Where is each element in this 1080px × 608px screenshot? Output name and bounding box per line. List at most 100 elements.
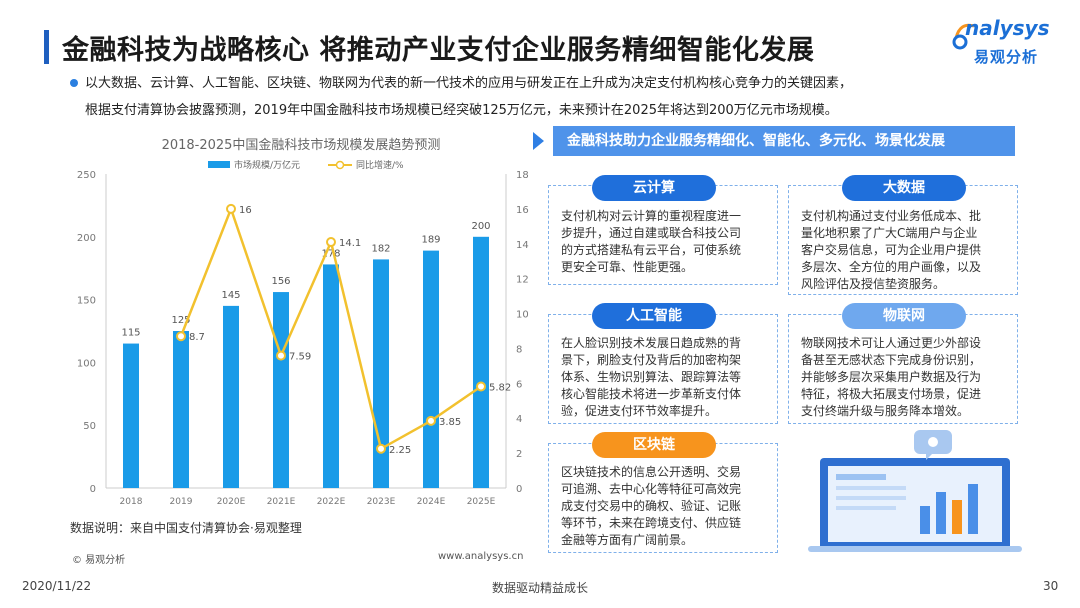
copyright-text: © 易观分析: [72, 555, 126, 566]
bar-value-label: 115: [121, 328, 140, 339]
card-text-line: 风险评估及授信垫资服务。: [801, 277, 946, 291]
x-tick-label: 2023E: [367, 497, 396, 507]
growth-value-label: 3.85: [439, 417, 461, 428]
site-url[interactable]: www.analysys.cn: [438, 551, 524, 562]
card-text-line: 步提升，通过自建或联合科技公司: [561, 226, 742, 240]
growth-value-label: 8.7: [189, 332, 205, 343]
y-tick-right: 10: [516, 310, 529, 321]
bar-value-label: 182: [371, 243, 390, 254]
y-tick-right: 6: [516, 379, 522, 390]
y-tick-right: 8: [516, 344, 522, 355]
card-text-cloud: 支付机构对云计算的重视程度进一 步提升，通过自建或联合科技公司 的方式搭建私有云平台…: [561, 208, 771, 276]
card-text-line: 等环节，未来在跨境支付、供应链: [561, 516, 742, 530]
growth-value-label: 16: [239, 205, 252, 216]
bar: [423, 250, 439, 488]
logo-cn-text: 易观分析: [974, 48, 1039, 66]
market-size-chart: 2018-2025中国金融科技市场规模发展趋势预测 市场规模/万亿元 同比增速/%…: [77, 137, 529, 507]
card-text-line: 特征，将极大拓展支付场景，促进: [801, 387, 982, 401]
growth-point: [376, 443, 386, 454]
y-tick-right: 4: [516, 414, 522, 425]
card-text-line: 支付机构通过支付业务低成本、批: [801, 209, 982, 223]
card-text-ai: 在人脸识别技术发展日趋成熟的背 景下，刷脸支付及背后的加密构架 体系、生物识别算法、…: [561, 335, 775, 420]
y-tick-right: 12: [516, 275, 529, 286]
data-source-note: 数据说明：来自中国支付清算协会·易观整理: [70, 521, 302, 535]
bar: [173, 331, 189, 488]
card-text-line: 支付终端升级与服务降本增效。: [801, 404, 970, 418]
bar: [123, 343, 139, 488]
legend-label-line: 同比增速/%: [356, 159, 404, 171]
growth-point: [176, 331, 186, 342]
growth-value-label: 14.1: [339, 238, 361, 249]
card-text-line: 更安全可靠、性能更强。: [561, 260, 694, 274]
growth-point: [276, 350, 286, 361]
analysys-logo-icon: [952, 23, 975, 50]
card-text-blockchain: 区块链技术的信息公开透明、交易 可追溯、去中心化等特征可高效完 成支付交易中的确权、…: [561, 464, 775, 549]
bar-value-label: 178: [321, 248, 340, 259]
bar-value-label: 189: [421, 235, 440, 246]
y-tick-left: 150: [77, 296, 96, 307]
growth-value-label: 7.59: [289, 352, 311, 363]
card-text-line: 成支付交易中的确权、验证、记账: [561, 499, 742, 513]
x-tick-label: 2018: [120, 497, 143, 507]
x-tick-label: 2020E: [217, 497, 246, 507]
card-label-cloud: 云计算: [592, 175, 716, 201]
x-tick-label: 2022E: [317, 497, 346, 507]
y-tick-left: 50: [83, 421, 96, 432]
legend-label-bar: 市场规模/万亿元: [234, 159, 300, 171]
y-tick-left: 100: [77, 358, 96, 369]
legend-marker-line: [335, 160, 345, 170]
intro-line-1: 以大数据、云计算、人工智能、区块链、物联网为代表的新一代技术的应用与研发正在上升…: [85, 76, 853, 91]
card-text-line: 的方式搭建私有云平台，可使系统: [561, 243, 742, 257]
card-text-line: 验，促进支付环节效率提升。: [561, 404, 718, 418]
y-tick-right: 14: [516, 240, 529, 251]
page-title: 金融科技为战略核心 将推动产业支付企业服务精细智能化发展: [62, 35, 815, 66]
card-text-line: 物联网技术可让人通过更少外部设: [801, 336, 982, 350]
growth-value-label: 5.82: [489, 382, 511, 393]
legend-swatch-bar: [208, 161, 230, 168]
y-tick-right: 0: [516, 484, 522, 495]
card-text-line: 体系、生物识别算法、跟踪算法等: [561, 370, 742, 384]
title-accent-bar: [44, 30, 49, 64]
growth-point: [426, 415, 436, 426]
card-text-line: 可追溯、去中心化等特征可高效完: [561, 482, 742, 496]
x-tick-label: 2021E: [267, 497, 296, 507]
y-tick-right: 18: [516, 170, 529, 181]
x-tick-label: 2025E: [467, 497, 496, 507]
banner-arrow-icon: [533, 132, 544, 150]
growth-point: [476, 381, 486, 392]
bar-value-label: 156: [271, 276, 290, 287]
chart-plot-area: 0 50 100 150 200 250 0 2 4 6 8 10 12 14 16 18 115 2018 125…: [77, 170, 529, 507]
card-label-ai: 人工智能: [592, 303, 716, 329]
card-text-line: 金融等方面有广阔前景。: [561, 533, 694, 547]
chart-title: 2018-2025中国金融科技市场规模发展趋势预测: [162, 137, 441, 153]
card-text-line: 备甚至无感状态下完成身份识别，: [801, 353, 982, 367]
card-label-iot: 物联网: [842, 303, 966, 329]
bar: [473, 236, 489, 488]
x-tick-label: 2019: [170, 497, 193, 507]
logo-wordmark: nalysys: [965, 16, 1050, 40]
y-tick-right: 2: [516, 449, 522, 460]
chart-legend: 市场规模/万亿元 同比增速/%: [208, 159, 404, 171]
y-tick-right: 16: [516, 205, 529, 216]
bar-value-label: 145: [221, 290, 240, 301]
card-text-line: 客户交易信息，可为企业用户提供: [801, 243, 982, 257]
growth-point: [226, 203, 236, 214]
card-text-line: 景下，刷脸支付及背后的加密构架: [561, 353, 742, 367]
card-label-bigdata: 大数据: [842, 175, 966, 201]
card-text-line: 支付机构对云计算的重视程度进一: [561, 209, 742, 223]
footer-date: 2020/11/22: [22, 579, 92, 593]
y-tick-left: 200: [77, 233, 96, 244]
bar: [323, 264, 339, 488]
card-label-blockchain: 区块链: [592, 432, 716, 458]
card-text-line: 多层次、全方位的用户画像，以及: [801, 260, 982, 274]
bar: [273, 292, 289, 488]
growth-point: [326, 237, 336, 248]
bar: [223, 305, 239, 488]
card-text-line: 区块链技术的信息公开透明、交易: [561, 465, 742, 479]
y-tick-left: 0: [90, 484, 96, 495]
bullet-dot-icon: [70, 79, 78, 87]
footer-slogan: 数据驱动精益成长: [492, 581, 589, 595]
card-text-iot: 物联网技术可让人通过更少外部设 备甚至无感状态下完成身份识别， 并能够多层次采集用户…: [801, 335, 1015, 420]
card-text-line: 量化地积累了广大C端用户与企业: [801, 226, 978, 240]
section-banner: 金融科技助力企业服务精细化、智能化、多元化、场景化发展: [553, 126, 1015, 156]
